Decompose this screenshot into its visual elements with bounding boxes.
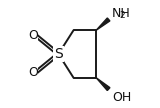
Text: NH: NH	[112, 7, 131, 20]
Text: OH: OH	[112, 91, 132, 104]
Text: O: O	[28, 66, 38, 79]
Text: O: O	[28, 29, 38, 42]
Text: 2: 2	[119, 11, 125, 20]
Polygon shape	[96, 78, 110, 91]
Polygon shape	[96, 18, 110, 30]
Text: S: S	[54, 47, 63, 61]
